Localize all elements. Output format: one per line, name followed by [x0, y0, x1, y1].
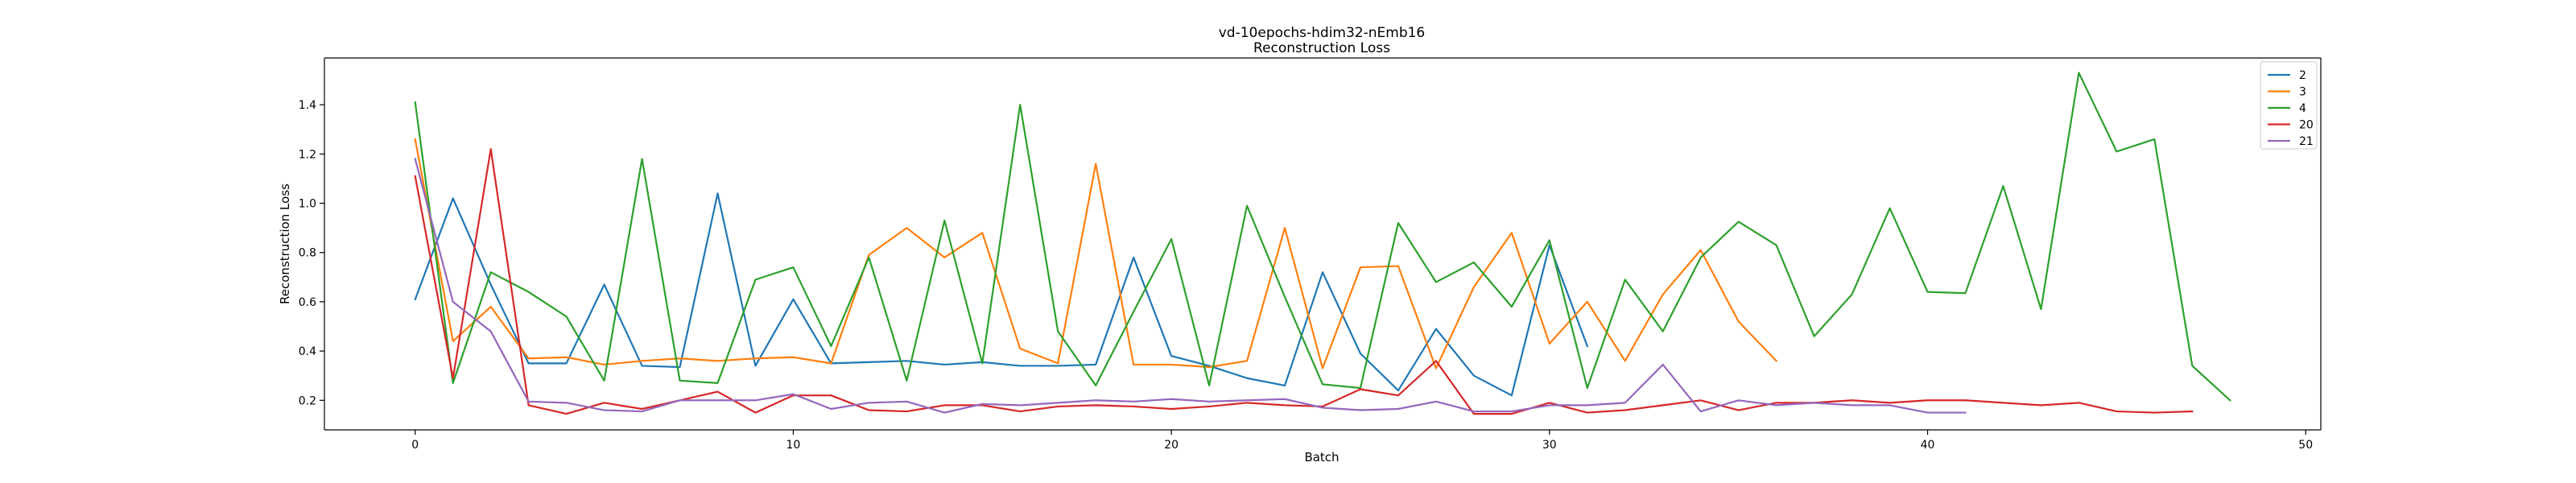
- y-tick-label: 1.2: [299, 148, 316, 161]
- x-tick-label: 30: [1542, 439, 1557, 452]
- series-line-4: [414, 72, 2231, 402]
- x-tick-label: 0: [411, 439, 419, 452]
- x-axis-label: Batch: [1304, 450, 1339, 464]
- x-tick-label: 40: [1921, 439, 1935, 452]
- y-tick-label: 1.0: [299, 198, 316, 211]
- legend: 2 3 4 20 21: [2260, 61, 2318, 150]
- series-line-21: [414, 158, 1967, 414]
- y-tick-label: 0.4: [299, 345, 316, 358]
- y-tick-label: 1.4: [299, 99, 316, 112]
- series-line-3: [414, 138, 1778, 369]
- chart-subtitle: Reconstruction Loss: [1253, 40, 1390, 56]
- y-axis-ticks: 0.2 0.4 0.6 0.8 1.0 1.2 1.4: [299, 99, 324, 407]
- x-tick-label: 20: [1164, 439, 1179, 452]
- y-tick-label: 0.6: [299, 296, 316, 309]
- legend-label-21: 21: [2299, 135, 2314, 148]
- legend-label-4: 4: [2299, 102, 2306, 115]
- x-tick-label: 50: [2298, 439, 2313, 452]
- y-tick-label: 0.2: [299, 394, 316, 407]
- legend-label-2: 2: [2299, 69, 2306, 82]
- legend-label-20: 20: [2299, 119, 2314, 132]
- legend-box: [2260, 61, 2318, 150]
- x-axis-ticks: 0 10 20 30 40 50: [411, 430, 2313, 452]
- series-line-20: [414, 148, 2194, 415]
- series-layer: [414, 72, 2231, 415]
- legend-label-3: 3: [2299, 86, 2306, 99]
- y-axis-label: Reconstruction Loss: [278, 184, 292, 304]
- series-line-2: [414, 192, 1589, 397]
- chart-title: vd-10epochs-hdim32-nEmb16: [1219, 25, 1426, 41]
- y-tick-label: 0.8: [299, 247, 316, 260]
- axes-frame: [324, 57, 2322, 431]
- x-tick-label: 10: [786, 439, 801, 452]
